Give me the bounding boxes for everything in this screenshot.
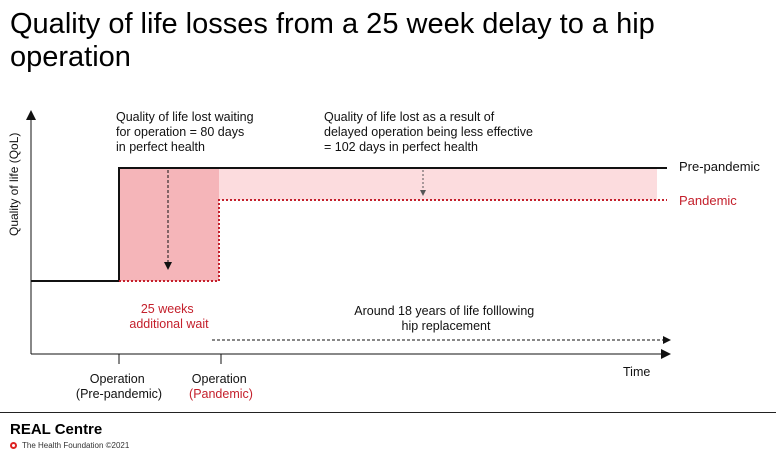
lifespan-line1: Around 18 years of life folllowing (354, 304, 534, 318)
pre-pandemic-line (31, 167, 667, 282)
wait-loss-line1: Quality of life lost waiting (116, 110, 254, 124)
x-axis-label: Time (623, 365, 650, 379)
tick-operation-pre-line2: (Pre-pandemic) (76, 387, 162, 401)
tick-operation-pandemic-line2: (Pandemic) (189, 387, 253, 401)
pre-pandemic-label: Pre-pandemic (679, 159, 760, 174)
x-axis-arrowhead (661, 349, 671, 359)
wait-weeks-text: 25 weeks additional wait (129, 302, 209, 331)
tick-label-operation-pandemic: Operation (Pandemic) (189, 372, 253, 401)
wait-loss-text: Quality of life lost waiting for operati… (116, 110, 257, 154)
effect-loss-line2: delayed operation being less effective (324, 125, 533, 139)
diagram-title: Quality of life losses from a 25 week de… (10, 8, 655, 73)
brand-name: REAL Centre (10, 421, 103, 438)
effect-loss-text: Quality of life lost as a result of dela… (324, 110, 536, 154)
health-foundation-logo-icon (10, 442, 17, 449)
wait-weeks-line2: additional wait (129, 317, 209, 331)
credit-text: The Health Foundation ©2021 (22, 441, 130, 450)
pandemic-label: Pandemic (679, 193, 737, 208)
qol-diagram: Quality of life (QoL) Quality of life lo… (7, 110, 760, 401)
tick-label-operation-pre: Operation (Pre-pandemic) (76, 372, 162, 401)
lifespan-line2: hip replacement (402, 319, 491, 333)
lifespan-arrowhead (663, 336, 671, 344)
pandemic-line (119, 199, 667, 282)
effect-loss-line3: = 102 days in perfect health (324, 140, 478, 154)
effect-loss-line1: Quality of life lost as a result of (324, 110, 495, 124)
effect-loss-area (219, 168, 657, 200)
wait-loss-arrowhead (164, 262, 172, 270)
effect-loss-arrowhead (420, 190, 426, 196)
wait-weeks-line1: 25 weeks (141, 302, 194, 316)
y-axis-arrowhead (26, 110, 36, 120)
wait-loss-line2: for operation = 80 days (116, 125, 244, 139)
footer-divider (0, 412, 776, 413)
tick-operation-pre-line1: Operation (90, 372, 145, 386)
tick-operation-pandemic-line1: Operation (192, 372, 247, 386)
wait-loss-line3: in perfect health (116, 140, 205, 154)
y-axis-label: Quality of life (QoL) (7, 133, 21, 236)
lifespan-text: Around 18 years of life folllowing hip r… (354, 304, 537, 333)
footer-credit: The Health Foundation ©2021 (10, 441, 129, 450)
